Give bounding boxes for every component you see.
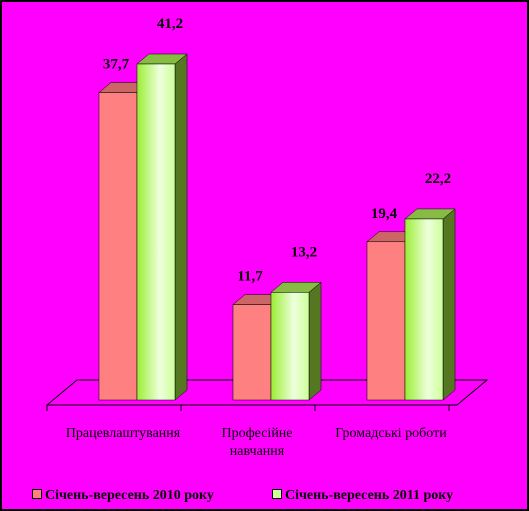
bar-face xyxy=(308,281,322,401)
bar-face xyxy=(98,92,138,401)
x-tick-label: Працевлаштування xyxy=(65,426,181,441)
value-label: 22,2 xyxy=(425,171,451,187)
value-label: 19,4 xyxy=(371,206,398,222)
legend-entry: Січень-вересень 2011 року xyxy=(272,488,453,504)
bar-face xyxy=(136,63,176,401)
bar xyxy=(136,53,188,401)
bar-face xyxy=(442,208,456,401)
bar-face xyxy=(174,53,188,401)
bar-face xyxy=(232,304,272,401)
legend-swatch xyxy=(32,489,42,499)
bar xyxy=(270,281,322,401)
x-tick-label: Громадські роботи xyxy=(335,426,447,441)
bar xyxy=(404,208,456,401)
value-label: 37,7 xyxy=(103,57,130,73)
value-label: 11,7 xyxy=(237,269,263,285)
bar-face xyxy=(366,241,406,401)
bar-face xyxy=(404,218,444,401)
value-label: 13,2 xyxy=(291,244,317,260)
legend-entry: Січень-вересень 2010 року xyxy=(32,488,214,504)
legend-label: Січень-вересень 2011 року xyxy=(285,488,454,503)
legend-label: Січень-вересень 2010 року xyxy=(45,488,214,503)
bar-face xyxy=(270,292,310,401)
legend-swatch xyxy=(272,489,282,499)
value-label: 41,2 xyxy=(157,16,183,32)
x-tick-label: Професійне навчання xyxy=(221,426,293,459)
